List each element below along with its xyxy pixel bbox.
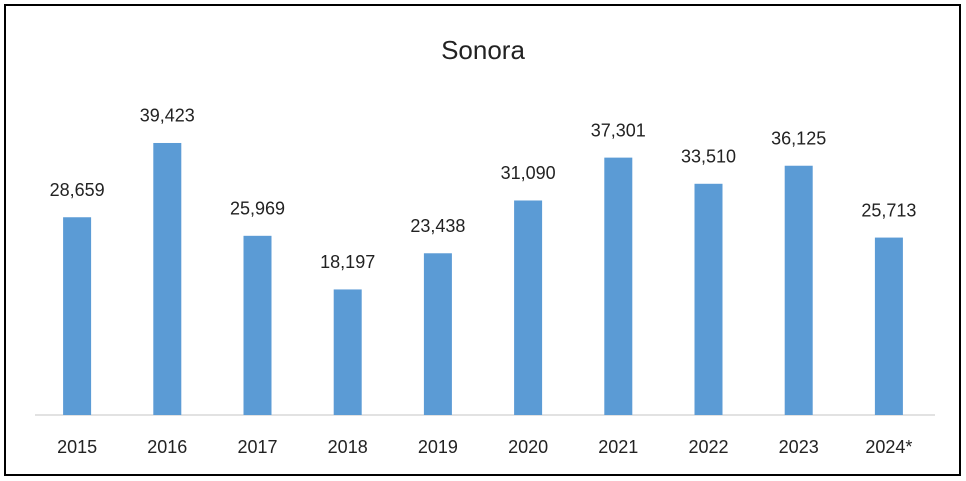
bar xyxy=(243,235,272,415)
bar xyxy=(333,289,362,415)
bar xyxy=(423,253,452,415)
bar xyxy=(694,183,723,415)
x-tick-label: 2021 xyxy=(598,437,638,457)
data-label: 37,301 xyxy=(591,120,646,140)
chart-border xyxy=(4,4,961,476)
data-label: 39,423 xyxy=(140,106,195,126)
data-label: 25,713 xyxy=(861,200,916,220)
data-label: 23,438 xyxy=(410,216,465,236)
x-tick-label: 2016 xyxy=(147,437,187,457)
bar xyxy=(514,200,543,415)
data-label: 31,090 xyxy=(501,163,556,183)
data-label: 28,659 xyxy=(50,180,105,200)
bar xyxy=(63,217,92,415)
x-tick-label: 2020 xyxy=(508,437,548,457)
bar xyxy=(784,165,813,415)
x-tick-label: 2017 xyxy=(237,437,277,457)
x-tick-label: 2022 xyxy=(688,437,728,457)
data-label: 25,969 xyxy=(230,199,285,219)
data-label: 33,510 xyxy=(681,147,736,167)
bar xyxy=(874,237,903,415)
data-label: 36,125 xyxy=(771,128,826,148)
data-label: 18,197 xyxy=(320,252,375,272)
x-tick-label: 2023 xyxy=(779,437,819,457)
bar xyxy=(604,157,633,415)
x-tick-label: 2019 xyxy=(418,437,458,457)
x-tick-label: 2018 xyxy=(328,437,368,457)
x-tick-label: 2015 xyxy=(57,437,97,457)
x-tick-label: 2024* xyxy=(865,437,912,457)
bar xyxy=(153,142,182,415)
chart-title: Sonora xyxy=(441,35,525,65)
